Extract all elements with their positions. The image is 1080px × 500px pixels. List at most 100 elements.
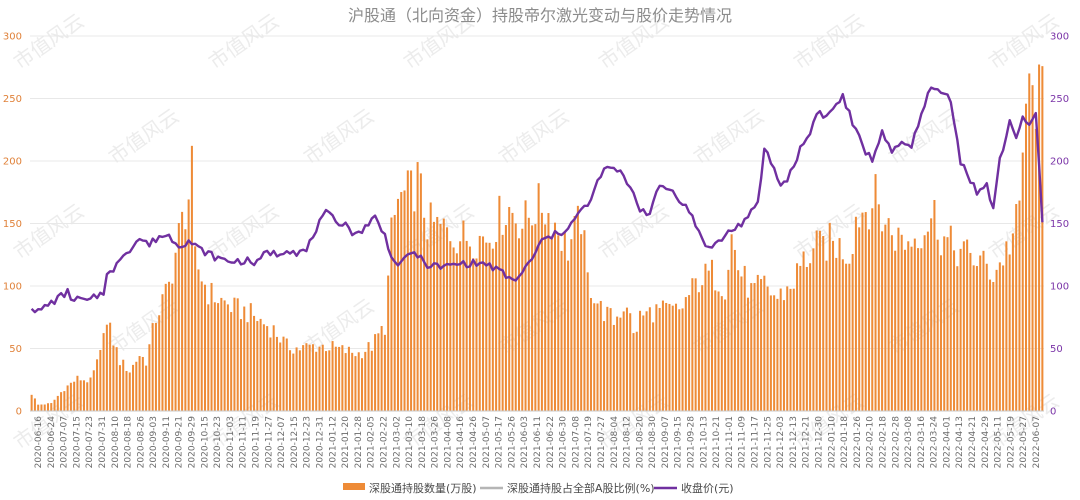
holdings-bar bbox=[782, 300, 785, 411]
x-tick-label: 2021-07-27 bbox=[597, 416, 607, 468]
holdings-bar bbox=[308, 344, 311, 411]
holdings-bar bbox=[966, 239, 969, 411]
holdings-bar bbox=[262, 324, 265, 411]
holdings-bar bbox=[832, 240, 835, 411]
holdings-bar bbox=[233, 297, 236, 411]
holdings-bar bbox=[936, 239, 939, 411]
x-tick-label: 2021-05-17 bbox=[495, 416, 505, 468]
watermark-text: 市值风云 bbox=[9, 199, 88, 265]
holdings-bar bbox=[923, 235, 926, 411]
x-tick-label: 2021-03-10 bbox=[405, 416, 415, 469]
holdings-bar bbox=[187, 199, 190, 411]
holdings-bar bbox=[1021, 152, 1024, 411]
holdings-bar bbox=[1008, 254, 1011, 411]
holdings-bar bbox=[632, 333, 635, 411]
holdings-bar bbox=[877, 204, 880, 411]
holdings-bar bbox=[396, 198, 399, 411]
x-tick-label: 2020-07-23 bbox=[85, 416, 95, 468]
holdings-bar bbox=[766, 286, 769, 411]
holdings-bar bbox=[871, 208, 874, 411]
holdings-bar bbox=[848, 263, 851, 411]
holdings-bar bbox=[570, 239, 573, 411]
holdings-bar bbox=[190, 145, 193, 411]
holdings-bar bbox=[236, 298, 239, 411]
holdings-bar bbox=[789, 288, 792, 411]
holdings-bar bbox=[917, 248, 920, 411]
holdings-bar bbox=[603, 321, 606, 411]
holdings-bar bbox=[547, 213, 550, 411]
holdings-bar bbox=[1038, 64, 1041, 411]
holdings-bar bbox=[465, 240, 468, 411]
holdings-bar bbox=[521, 228, 524, 411]
holdings-bar bbox=[462, 220, 465, 411]
holdings-bar bbox=[69, 382, 72, 411]
y-right-tick-label: 200 bbox=[1050, 157, 1069, 168]
holdings-bar bbox=[750, 283, 753, 411]
holdings-bar bbox=[406, 170, 409, 411]
x-tick-label: 2020-06-24 bbox=[47, 416, 57, 469]
holdings-bar bbox=[890, 235, 893, 411]
holdings-bar bbox=[717, 291, 720, 411]
holdings-bar bbox=[53, 399, 56, 411]
x-tick-label: 2021-08-20 bbox=[635, 416, 645, 469]
holdings-bar bbox=[338, 346, 341, 411]
holdings-bar bbox=[894, 250, 897, 411]
x-tick-label: 2021-12-30 bbox=[814, 416, 824, 469]
holdings-bar bbox=[864, 212, 867, 411]
holdings-bar bbox=[380, 326, 383, 411]
holdings-bar bbox=[315, 351, 318, 411]
holdings-bar bbox=[403, 190, 406, 411]
holdings-bar bbox=[220, 297, 223, 411]
holdings-bar bbox=[60, 392, 63, 411]
holdings-bar bbox=[482, 236, 485, 411]
x-tick-label: 2022-05-19 bbox=[1006, 416, 1016, 469]
x-tick-label: 2020-11-11 bbox=[239, 416, 249, 468]
y-right-tick-label: 100 bbox=[1050, 282, 1069, 293]
holdings-bar bbox=[517, 238, 521, 411]
holdings-bar bbox=[279, 342, 282, 411]
holdings-bar bbox=[455, 253, 458, 411]
holdings-bar bbox=[943, 236, 946, 411]
x-tick-label: 2022-04-01 bbox=[942, 416, 952, 468]
holdings-bar bbox=[423, 217, 426, 411]
holdings-bar bbox=[779, 288, 782, 411]
holdings-bar bbox=[468, 246, 471, 411]
x-tick-label: 2022-01-10 bbox=[827, 416, 837, 469]
holdings-bar bbox=[331, 341, 334, 411]
holdings-bar bbox=[485, 242, 488, 411]
holdings-bar bbox=[318, 346, 321, 411]
holdings-bar bbox=[311, 344, 314, 411]
x-tick-label: 2020-12-07 bbox=[277, 416, 287, 468]
holdings-bar bbox=[115, 347, 118, 411]
holdings-bar bbox=[557, 235, 560, 411]
holdings-bar bbox=[972, 265, 975, 411]
holdings-bar bbox=[272, 325, 275, 411]
holdings-bar bbox=[763, 275, 766, 411]
holdings-bar bbox=[743, 265, 746, 411]
holdings-bar bbox=[495, 241, 498, 411]
holdings-bar bbox=[769, 295, 772, 411]
holdings-bar bbox=[243, 306, 246, 411]
holdings-bar bbox=[475, 258, 478, 411]
holdings-bar bbox=[593, 303, 596, 411]
holdings-bar bbox=[622, 311, 625, 411]
holdings-bar bbox=[969, 252, 972, 411]
holdings-bar bbox=[835, 257, 838, 411]
holdings-bar bbox=[491, 248, 494, 411]
holdings-bar bbox=[589, 298, 592, 411]
holdings-bar bbox=[776, 298, 779, 411]
x-tick-label: 2021-06-22 bbox=[546, 416, 556, 468]
holdings-bar bbox=[563, 231, 566, 411]
holdings-bar bbox=[701, 285, 704, 411]
holdings-bar bbox=[122, 359, 125, 411]
legend-label-holdings: 深股通持股数量(万股) bbox=[369, 481, 477, 495]
holdings-bar bbox=[809, 263, 812, 411]
x-tick-label: 2021-06-30 bbox=[559, 416, 569, 469]
holdings-bar bbox=[275, 336, 278, 411]
holdings-bar bbox=[786, 286, 789, 411]
holdings-bar bbox=[740, 276, 743, 411]
holdings-bar bbox=[531, 225, 534, 411]
y-left-tick-label: 250 bbox=[3, 94, 22, 105]
holdings-bar bbox=[452, 247, 455, 411]
holdings-bar bbox=[426, 239, 429, 411]
